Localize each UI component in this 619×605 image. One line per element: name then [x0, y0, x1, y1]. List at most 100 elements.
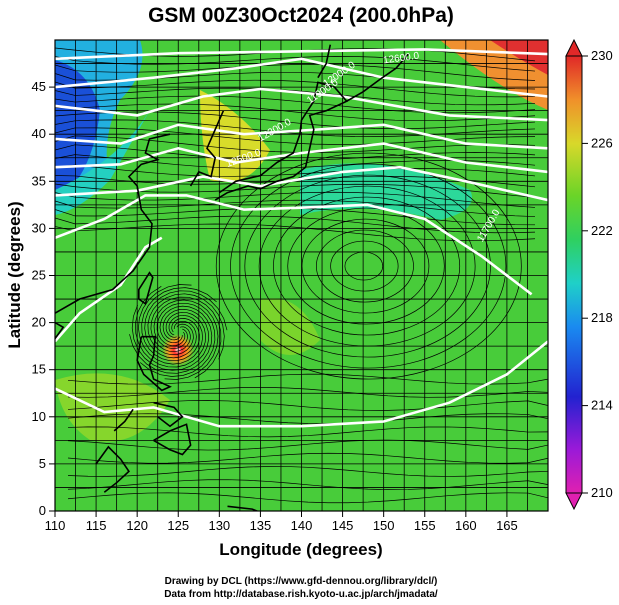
- coastline: [214, 81, 349, 201]
- x-tick-label: 160: [455, 518, 477, 533]
- streamline: [67, 452, 548, 464]
- streamline: [144, 290, 228, 359]
- coastline: [95, 445, 130, 493]
- x-tick-label: 130: [208, 518, 230, 533]
- x-tick-label: 115: [86, 518, 107, 533]
- contour-line: [55, 142, 548, 174]
- streamline: [301, 218, 430, 314]
- streamline: [287, 207, 445, 325]
- colorbar-tick-label: 230: [591, 48, 613, 63]
- streamline: [67, 413, 548, 425]
- streamline: [55, 56, 536, 72]
- streamline: [330, 240, 399, 292]
- streamline: [67, 466, 548, 477]
- streamline: [55, 127, 536, 145]
- y-tick-label: 35: [32, 173, 46, 188]
- streamline: [131, 304, 210, 371]
- streamline: [67, 479, 548, 490]
- yellow-green-patch-south: [55, 373, 170, 442]
- streamline: [150, 296, 222, 379]
- y-tick-label: 30: [32, 220, 46, 235]
- teal-band: [55, 110, 150, 215]
- streamline: [153, 299, 219, 380]
- y-tick-label: 20: [32, 315, 46, 330]
- streamline: [55, 199, 536, 217]
- streamline: [67, 373, 548, 385]
- colorbar-tick-label: 210: [591, 485, 613, 500]
- streamline: [55, 95, 536, 114]
- contour-line: [55, 236, 163, 343]
- streamline: [55, 103, 536, 122]
- coastline: [153, 423, 192, 456]
- streamline: [55, 111, 536, 130]
- y-axis-label: Latitude (degrees): [5, 201, 24, 348]
- colorbar-tick-label: 218: [591, 310, 613, 325]
- streamline: [55, 223, 536, 242]
- streamline: [315, 229, 414, 303]
- height-contours: [55, 48, 548, 428]
- credit-drawing: Drawing by DCL (https://www.gfd-dennou.o…: [165, 576, 438, 587]
- contour-line: [55, 48, 548, 61]
- y-tick-label: 45: [32, 79, 46, 94]
- x-tick-label: 120: [126, 518, 148, 533]
- coastline: [138, 271, 154, 306]
- y-tick-label: 5: [39, 456, 46, 471]
- deep-blue-patch: [55, 60, 100, 195]
- y-tick-label: 10: [32, 409, 46, 424]
- colorbar: 210 214 218 222 226 230: [565, 38, 613, 511]
- streamline: [129, 305, 213, 374]
- x-axis-ticks: 110 115 120 125 130 135 140 145 150 155 160 165: [45, 511, 518, 533]
- x-tick-label: 135: [250, 518, 272, 533]
- coastline: [189, 110, 225, 187]
- y-tick-label: 0: [39, 503, 46, 518]
- streamline: [139, 302, 216, 377]
- coastline: [153, 401, 184, 428]
- streamline: [135, 286, 206, 368]
- coastline: [113, 408, 134, 432]
- streamline: [55, 87, 536, 106]
- streamline: [67, 426, 548, 438]
- x-tick-label: 150: [373, 518, 395, 533]
- streamline: [215, 152, 522, 380]
- streamline: [138, 284, 203, 365]
- y-tick-label: 15: [32, 362, 46, 377]
- x-tick-label: 155: [414, 518, 436, 533]
- streamline: [55, 215, 536, 234]
- streamline: [55, 79, 536, 98]
- streamline: [67, 492, 548, 504]
- coastline: [346, 53, 409, 102]
- streamline: [244, 174, 491, 358]
- colorbar-bottom-arrow: [565, 492, 583, 511]
- y-tick-label: 40: [32, 126, 46, 141]
- streamline: [147, 293, 225, 360]
- x-axis-label: Longitude (degrees): [219, 540, 382, 559]
- credit-data: Data from http://database.rish.kyoto-u.a…: [164, 589, 438, 600]
- streamline: [230, 163, 507, 369]
- coastline: [317, 44, 332, 79]
- streamline: [67, 439, 548, 451]
- contour-line: [55, 87, 548, 122]
- streamline: [55, 119, 536, 137]
- streamline: [344, 251, 384, 281]
- y-axis-ticks: 0 5 10 15 20 25 30 35 40 45: [32, 79, 55, 518]
- colorbar-body: [565, 55, 583, 494]
- streamline: [141, 287, 217, 362]
- x-tick-label: 125: [167, 518, 189, 533]
- colorbar-tick-label: 214: [591, 398, 613, 413]
- hot-region-northeast: [490, 40, 548, 75]
- coastline: [55, 133, 171, 314]
- streamline: [67, 387, 548, 398]
- x-tick-label: 110: [45, 518, 66, 533]
- contour-label: 12600.0: [383, 51, 421, 67]
- streamline: [55, 144, 536, 161]
- chart-title: GSM 00Z30Oct2024 (200.0hPa): [148, 4, 454, 27]
- streamline: [55, 63, 536, 81]
- streamline: [273, 196, 461, 336]
- colorbar-tick-label: 222: [591, 223, 613, 238]
- coastline: [136, 335, 172, 392]
- coastlines: [55, 44, 409, 511]
- coastline: [227, 505, 260, 511]
- plot-area: 12600.012300.012500.011900.012000.011700…: [55, 40, 548, 511]
- x-tick-label: 145: [332, 518, 354, 533]
